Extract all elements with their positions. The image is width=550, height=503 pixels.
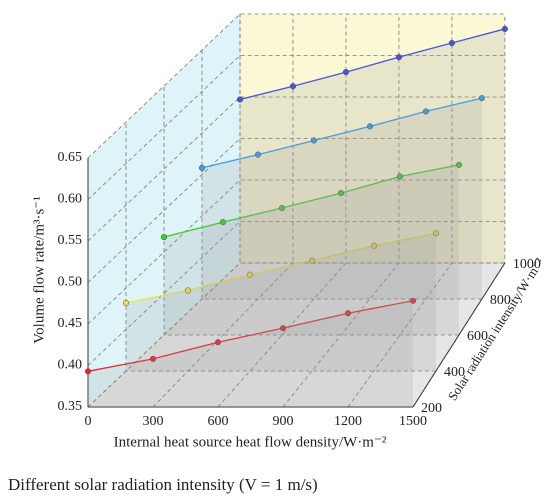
data-point: [396, 173, 404, 180]
data-point: [478, 95, 485, 102]
grid-line: [87, 262, 505, 408]
series-plane: [126, 233, 436, 371]
data-point: [122, 299, 130, 306]
grid-line: [163, 86, 459, 336]
series-plane: [202, 98, 482, 299]
series-plane: [164, 164, 459, 335]
data-point: [501, 25, 508, 32]
data-point: [214, 339, 222, 346]
data-point: [422, 108, 429, 115]
data-point: [84, 368, 92, 375]
back-wall: [240, 14, 505, 263]
x-tick-label: 900: [273, 414, 294, 429]
data-point: [308, 257, 316, 264]
caption: Different solar radiation intensity (V =…: [8, 475, 318, 494]
data-point: [310, 137, 318, 144]
data-point: [432, 230, 440, 237]
data-point: [184, 287, 192, 294]
series-plane: [88, 300, 413, 407]
data-point: [246, 271, 254, 278]
data-point: [198, 164, 206, 171]
grid-line: [87, 13, 505, 159]
data-point: [395, 54, 402, 61]
y-tick-label: 0.35: [58, 399, 83, 414]
z-tick-label: 600: [467, 329, 488, 344]
grid-line: [87, 138, 505, 283]
grid-line: [87, 96, 505, 242]
grid-line: [87, 55, 505, 200]
grid-line: [152, 14, 294, 408]
x-tick-label: 0: [85, 414, 92, 429]
data-point: [289, 83, 297, 90]
grid-line: [87, 179, 505, 325]
y-tick-label: 0.60: [58, 192, 83, 207]
z-axis: [412, 262, 506, 408]
data-point: [219, 219, 227, 226]
z-tick-label: 1000: [513, 257, 541, 272]
x-axis-title: Internal heat source heat flow density/W…: [114, 434, 387, 450]
data-point: [278, 204, 286, 212]
data-point: [337, 190, 345, 197]
data-point: [366, 123, 373, 130]
y-tick-label: 0.45: [58, 316, 83, 331]
series-line: [125, 232, 437, 304]
data-point: [254, 151, 262, 158]
series-line: [239, 28, 506, 101]
z-tick-label: 200: [421, 401, 442, 416]
series-line: [201, 97, 483, 169]
data-point: [370, 242, 378, 249]
y-tick-label: 0.55: [58, 233, 83, 248]
series-line: [87, 300, 414, 372]
data-point: [149, 355, 157, 362]
data-point: [455, 161, 462, 168]
data-point: [344, 310, 352, 317]
data-point: [342, 69, 350, 76]
grid-line: [217, 14, 347, 408]
grid-line: [87, 221, 505, 366]
y-tick-label: 0.40: [58, 358, 83, 373]
data-point: [279, 325, 287, 332]
x-tick-label: 1200: [334, 414, 362, 429]
series-plane: [240, 28, 505, 263]
x-tick-label: 300: [143, 414, 164, 429]
z-tick-label: 800: [490, 293, 511, 308]
data-point: [236, 96, 244, 103]
x-tick-label: 600: [208, 414, 229, 429]
grid-line: [125, 122, 436, 372]
series-line: [163, 164, 460, 238]
x-tick-label: 1500: [399, 414, 427, 429]
y-tick-label: 0.65: [58, 150, 83, 165]
data-point: [409, 297, 417, 304]
y-axis-title: Volume flow rate/m³·s⁻¹: [31, 196, 47, 343]
grid-line: [201, 50, 482, 300]
data-point: [160, 234, 168, 241]
data-point: [448, 40, 455, 47]
y-tick-label: 0.50: [58, 275, 83, 290]
z-tick-label: 400: [444, 365, 465, 380]
